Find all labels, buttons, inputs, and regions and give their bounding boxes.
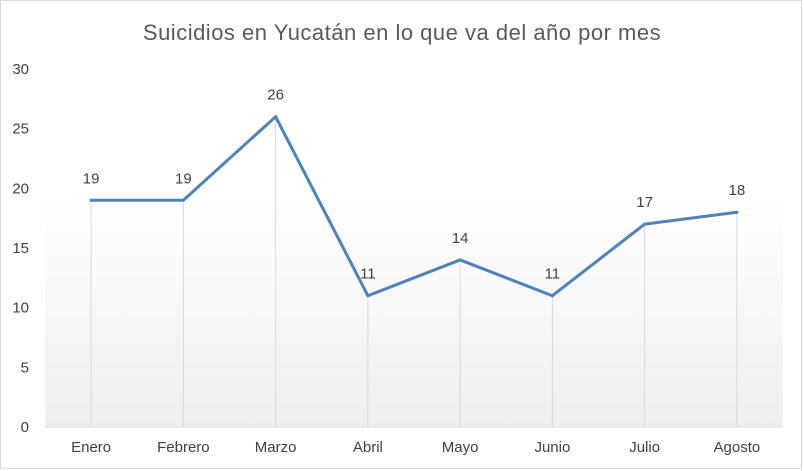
data-point [366,294,370,298]
data-point [458,258,462,262]
data-label: 26 [267,87,284,104]
y-tick-label: 20 [12,180,29,197]
data-label: 17 [636,194,653,211]
y-axis: 0 5 10 15 20 25 30 [12,61,29,436]
chart-title: Suicidios en Yucatán en lo que va del añ… [143,20,661,45]
data-label: 11 [360,266,376,283]
x-tick-label: Mayo [442,439,479,456]
y-tick-label: 0 [21,419,29,436]
data-point [89,198,93,202]
y-tick-label: 10 [12,300,29,317]
data-label: 14 [452,230,469,247]
data-label: 19 [175,170,192,187]
data-label: 19 [83,170,100,187]
series-line [89,115,739,298]
data-label: 18 [729,182,746,199]
y-tick-label: 30 [12,61,29,78]
y-tick-label: 25 [12,121,29,138]
x-tick-label: Enero [71,439,111,456]
data-point [274,115,278,119]
y-tick-label: 5 [21,359,29,376]
data-point [643,222,647,226]
data-point [550,294,554,298]
plot-background [45,69,783,427]
x-axis: Enero Febrero Marzo Abril Mayo Junio Julio Agos… [45,426,783,456]
x-tick-label: Junio [534,439,570,456]
series-group [89,115,739,298]
drop-lines [90,116,738,427]
data-labels: 19 19 26 11 14 11 17 18 [83,87,745,283]
x-tick-label: Agosto [714,439,761,456]
data-point [735,210,739,214]
x-tick-label: Abril [353,439,383,456]
data-point [181,198,185,202]
y-tick-label: 15 [12,240,29,257]
x-tick-label: Marzo [255,439,297,456]
data-label: 11 [545,266,561,283]
x-tick-label: Julio [629,439,660,456]
x-tick-label: Febrero [157,439,210,456]
